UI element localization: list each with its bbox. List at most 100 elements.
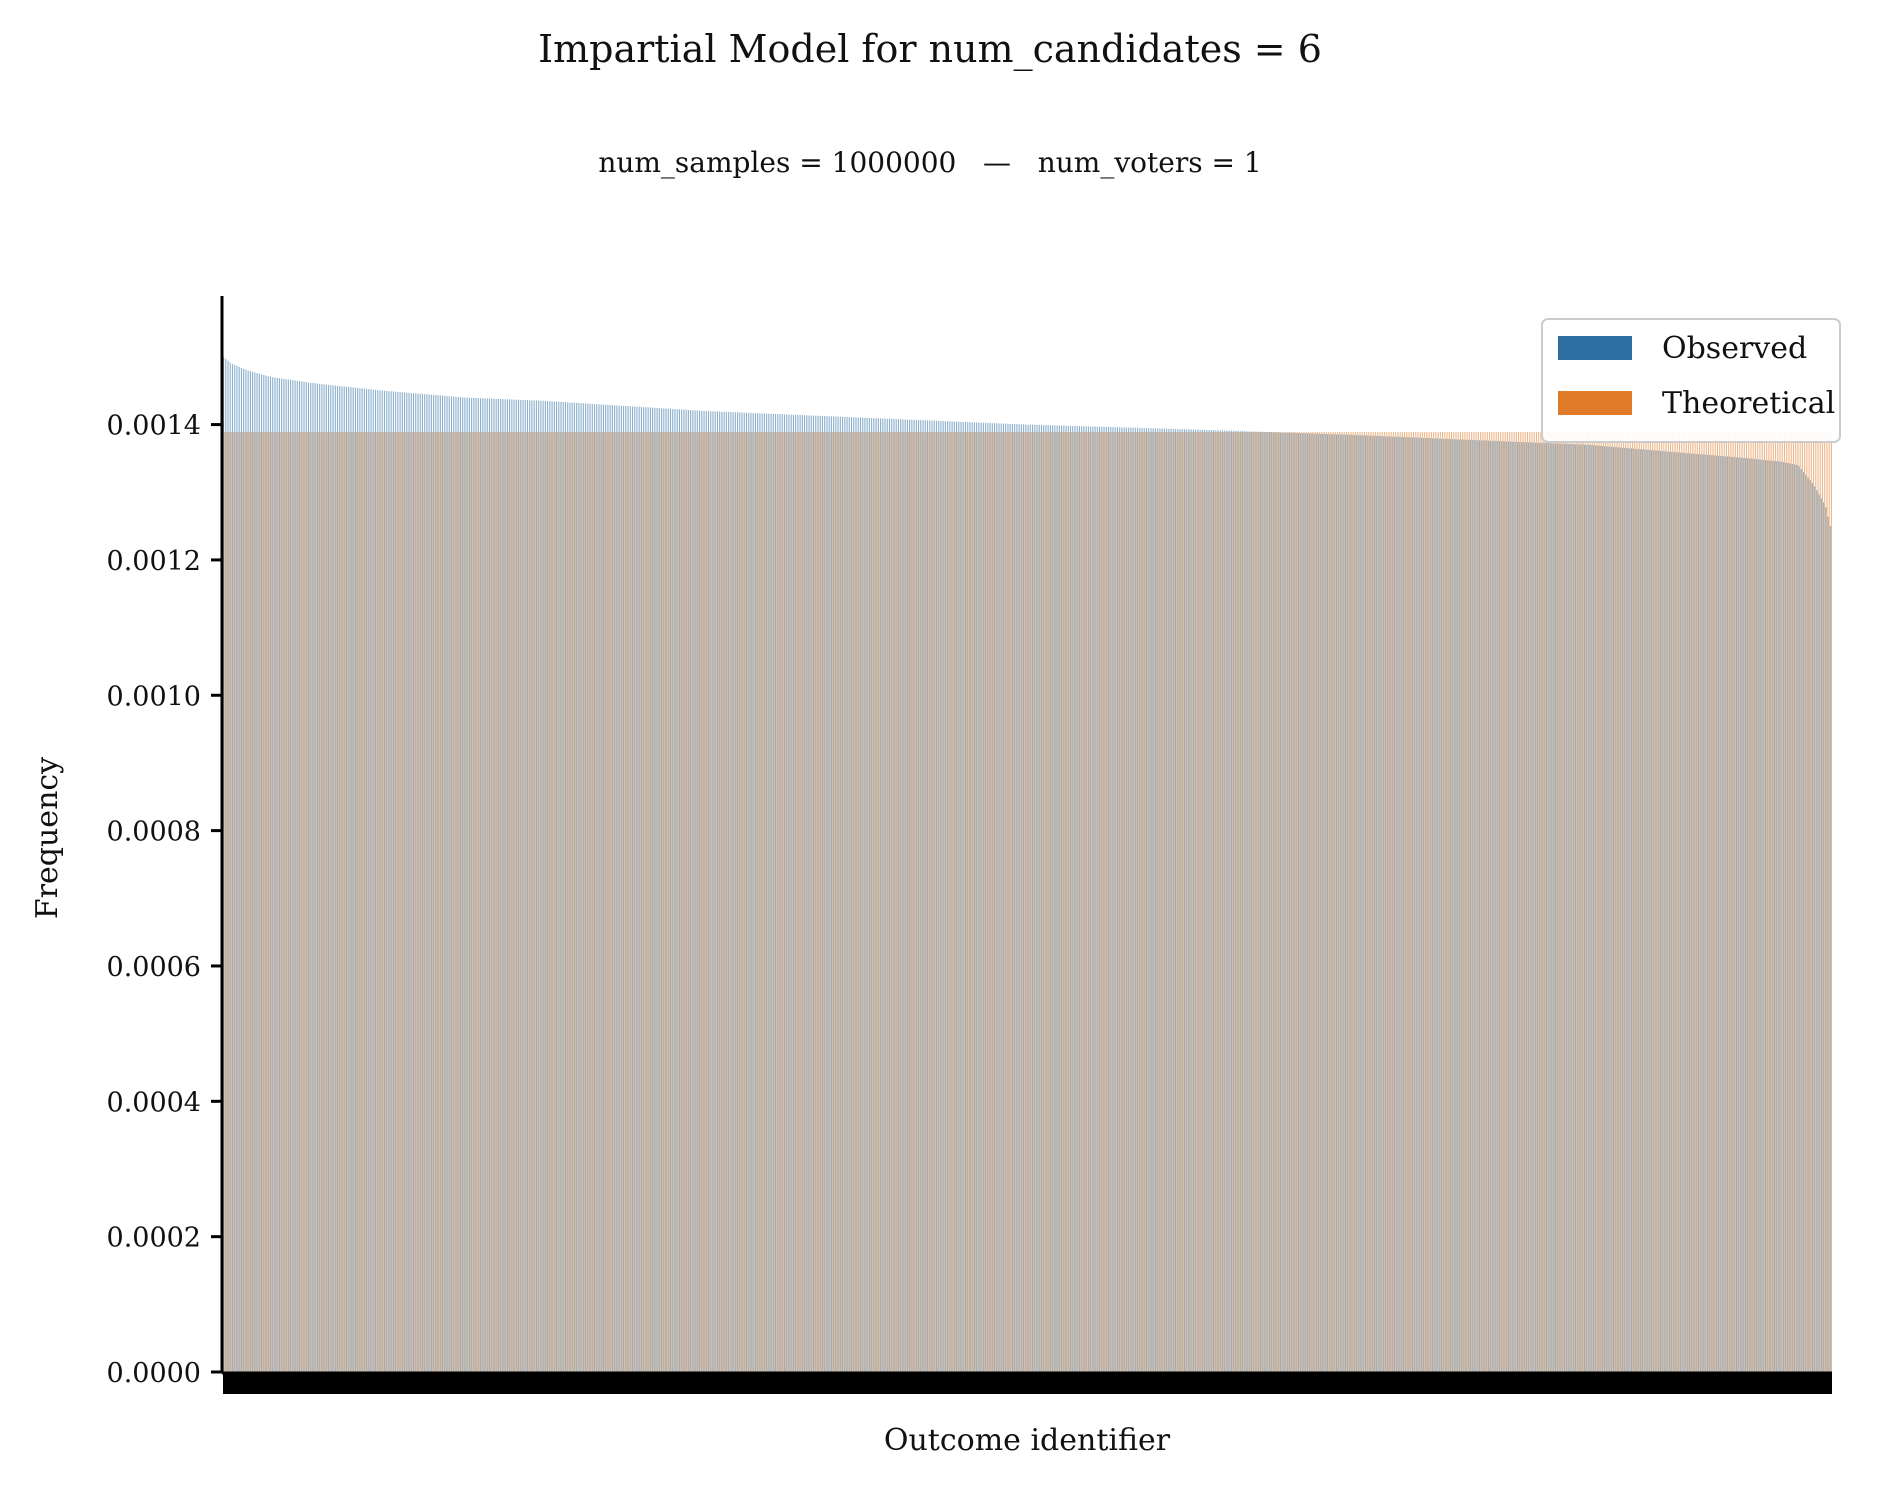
bar-theoretical [1151,432,1153,1372]
bar-observed [587,403,589,1373]
bar-theoretical [809,432,811,1372]
bar-observed [1807,477,1809,1372]
bar-observed [1239,431,1241,1373]
bar-observed [1078,426,1081,1372]
bar-observed [1025,424,1027,1372]
bar-theoretical [1050,432,1053,1372]
bar-theoretical [852,432,854,1372]
bar-theoretical [1819,432,1821,1372]
bar-observed [1423,437,1425,1372]
bar-theoretical [896,432,898,1372]
bar-theoretical [438,432,440,1372]
bar-theoretical [407,432,409,1372]
bar-theoretical [1149,432,1151,1372]
bar-observed [1425,438,1427,1372]
bar-observed [1266,432,1268,1372]
chart-subtitle: num_samples = 1000000 — num_voters = 1 [598,146,1261,179]
bar-observed [1342,434,1344,1372]
bar-theoretical [1006,432,1008,1372]
bar-theoretical [1341,432,1343,1372]
bar-theoretical [1267,432,1269,1372]
bar-theoretical [309,432,311,1372]
bar-theoretical [291,432,293,1372]
bar-observed [1771,460,1773,1372]
bar-theoretical [1343,432,1345,1372]
bar-theoretical [939,432,941,1372]
bar-theoretical [1681,432,1683,1372]
bar-observed [973,422,975,1372]
bar-observed [1458,439,1460,1372]
bar-observed [535,400,537,1372]
bar-theoretical [691,432,693,1372]
bar-observed [690,410,692,1373]
x-ticks [223,1372,1832,1394]
x-axis [222,1371,1832,1394]
bar-theoretical [1160,432,1162,1372]
bar-observed [906,419,908,1372]
bar-theoretical [1057,432,1059,1372]
bar-observed [1226,430,1228,1372]
bar-theoretical [288,432,291,1372]
bar-observed [1054,425,1056,1372]
bar-theoretical [1564,432,1567,1372]
bar-theoretical [983,432,986,1372]
bar-observed [634,406,636,1372]
bar-theoretical [916,432,918,1372]
bar-theoretical [1433,432,1435,1372]
bar-observed [301,381,303,1372]
bar-theoretical [1269,432,1272,1372]
bar-theoretical [1408,432,1410,1372]
bar-theoretical [286,432,288,1372]
bar-observed [1172,428,1174,1372]
bar-theoretical [1272,432,1274,1372]
bar-observed [719,411,721,1372]
bar-observed [223,356,225,1372]
bar-theoretical [1198,432,1200,1372]
bar-observed [1449,439,1451,1372]
bar-observed [804,415,806,1373]
bar-theoretical [1225,432,1227,1372]
bar-observed [598,404,600,1372]
bar-observed [1208,430,1210,1372]
bar-theoretical [1788,432,1790,1372]
bar-observed [446,396,448,1372]
bar-theoretical [427,432,429,1372]
bar-theoretical [472,432,474,1372]
bar-observed [245,369,247,1372]
bar-theoretical [1824,432,1826,1372]
bar-theoretical [1278,432,1281,1372]
bar-theoretical [284,432,286,1372]
bar-theoretical [823,432,825,1372]
bar-theoretical [715,432,717,1372]
bar-theoretical [1761,432,1763,1372]
bar-observed [933,420,935,1372]
bar-observed [1726,456,1729,1372]
bar-observed [406,392,408,1372]
bar-theoretical [1129,432,1131,1372]
bar-theoretical [364,432,367,1372]
bar-observed [703,410,705,1372]
bar-theoretical [1694,432,1696,1372]
bar-observed [1619,447,1621,1372]
bar-observed [377,390,379,1372]
bar-observed [1378,436,1380,1372]
bar-observed [976,422,978,1373]
bar-observed [399,392,401,1373]
bar-observed [1465,439,1467,1372]
bar-theoretical [1131,432,1133,1372]
bar-observed [1087,426,1089,1372]
bar-theoretical [1209,432,1211,1372]
bar-theoretical [396,432,398,1372]
bar-theoretical [273,432,275,1372]
bar-observed [585,403,587,1373]
bar-theoretical [957,432,959,1372]
bar-theoretical [1623,432,1625,1372]
bar-observed [616,405,618,1372]
bar-theoretical [1115,432,1117,1372]
bar-theoretical [1345,432,1348,1372]
bar-observed [444,395,446,1373]
bar-theoretical [1815,432,1817,1372]
bar-theoretical [1808,432,1810,1372]
bar-theoretical [588,432,590,1372]
bar-theoretical [1033,432,1035,1372]
